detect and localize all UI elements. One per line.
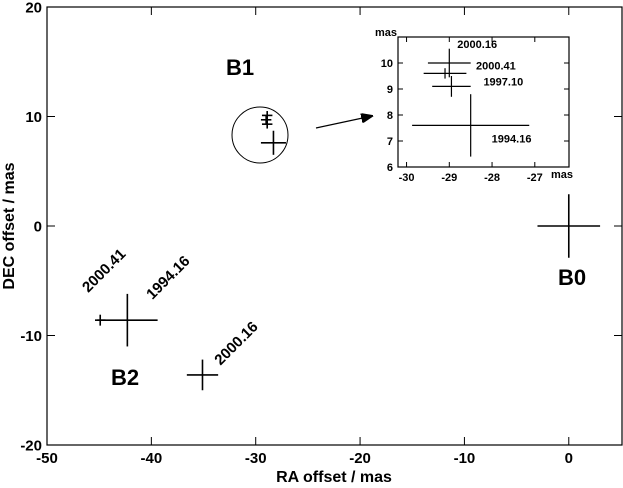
group-label: B0 (558, 265, 586, 290)
epoch-label: 2000.16 (211, 318, 261, 368)
y-tick-label: 7 (387, 136, 393, 148)
group-label: B1 (226, 55, 254, 80)
zoom-arrow (315, 116, 372, 129)
x-tick-label: -40 (141, 450, 163, 467)
epoch-label: 2000.41 (476, 60, 516, 72)
x-tick-label: -29 (441, 172, 457, 184)
y-tick-label: 10 (381, 58, 393, 70)
y-tick-label: 6 (387, 162, 393, 174)
epoch-label: 1994.16 (492, 133, 532, 145)
x-tick-label: -30 (399, 172, 415, 184)
plot-frame (397, 36, 570, 168)
epoch-label: 2000.16 (457, 39, 497, 51)
y-tick-label: -20 (20, 437, 42, 454)
epoch-label: 1997.10 (483, 76, 523, 88)
epoch-label: 2000.41 (79, 246, 129, 296)
x-tick-label: -10 (454, 450, 476, 467)
y-tick-label: 0 (34, 218, 42, 235)
x-tick-label: -30 (245, 450, 267, 467)
x-axis-label: RA offset / mas (276, 469, 392, 486)
x-tick-label: -27 (527, 172, 543, 184)
x-tick-label: 0 (565, 450, 573, 467)
epoch-label: 1994.16 (143, 253, 193, 303)
y-tick-label: -10 (20, 328, 42, 345)
x-tick-label: -20 (349, 450, 371, 467)
x-axis-label: mas (551, 169, 573, 181)
y-tick-label: 20 (25, 0, 42, 16)
y-tick-label: 10 (25, 109, 42, 126)
x-tick-label: -28 (484, 172, 500, 184)
group-label: B2 (111, 365, 139, 390)
y-axis-label: mas (375, 27, 397, 39)
y-tick-label: 9 (387, 84, 393, 96)
y-axis-label: DEC offset / mas (1, 162, 18, 289)
x-tick-label: -50 (36, 450, 58, 467)
y-tick-label: 8 (387, 110, 393, 122)
zoom-circle (231, 106, 289, 164)
